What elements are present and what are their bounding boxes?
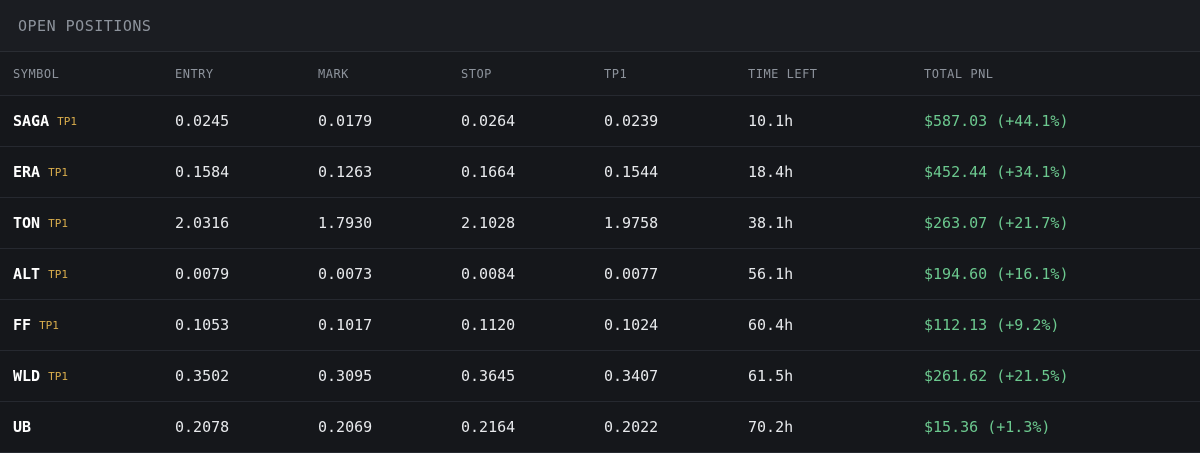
column-header: ENTRY [175,66,214,81]
column-header: TOTAL PNL [924,66,994,81]
position-row: FF TP1 0.1053 0.1017 0.1120 0.1024 60.4h $112.1… [0,300,1200,351]
value-cell: 0.1664 [461,163,516,181]
value-cell: 2.1028 [461,214,516,232]
tp-badge: TP1 [57,114,77,128]
tp-badge: TP1 [39,318,59,332]
position-row: UB 0.2078 0.2069 0.2164 0.2022 70.2h $15.36 (+… [0,402,1200,453]
tp-badge: TP1 [48,369,68,383]
symbol-cell: UB [13,402,31,452]
position-row: ERA TP1 0.1584 0.1263 0.1664 0.1544 18.4h $452.… [0,147,1200,198]
value-cell: 0.3095 [318,367,373,385]
tp-badge: TP1 [48,165,68,179]
value-cell: 0.2022 [604,418,659,436]
pnl-cell: $15.36 (+1.3%) [924,418,1051,436]
column-header: MARK [318,66,349,81]
column-header: TIME LEFT [748,66,818,81]
symbol-cell: SAGA TP1 [13,96,77,146]
position-row: WLD TP1 0.3502 0.3095 0.3645 0.3407 61.5h $261.… [0,351,1200,402]
pnl-cell: $261.62 (+21.5%) [924,367,1069,385]
value-cell: 0.0073 [318,265,373,283]
value-cell: 0.0239 [604,112,659,130]
position-row: TON TP1 2.0316 1.7930 2.1028 1.9758 38.1h $263.… [0,198,1200,249]
symbol: ALT [13,265,41,283]
column-header: STOP [461,66,492,81]
value-cell: 0.0245 [175,112,230,130]
value-cell: 0.0077 [604,265,659,283]
pnl-cell: $263.07 (+21.7%) [924,214,1069,232]
symbol: ERA [13,163,41,181]
column-header: SYMBOL [13,66,60,81]
symbol: TON [13,214,41,232]
value-cell: 0.1017 [318,316,373,334]
value-cell: 0.2164 [461,418,516,436]
panel-title: OPEN POSITIONS [0,0,1200,52]
value-cell: 0.1263 [318,163,373,181]
value-cell: 18.4h [748,163,794,181]
value-cell: 60.4h [748,316,794,334]
value-cell: 10.1h [748,112,794,130]
symbol: WLD [13,367,41,385]
symbol: UB [13,418,32,436]
value-cell: 0.2069 [318,418,373,436]
value-cell: 0.3407 [604,367,659,385]
value-cell: 0.3502 [175,367,230,385]
symbol-cell: WLD TP1 [13,351,68,401]
column-header: TP1 [604,66,628,81]
value-cell: 0.1584 [175,163,230,181]
value-cell: 38.1h [748,214,794,232]
value-cell: 0.1120 [461,316,516,334]
tp-badge: TP1 [48,267,68,281]
position-row: ALT TP1 0.0079 0.0073 0.0084 0.0077 56.1h $194.… [0,249,1200,300]
symbol-cell: FF TP1 [13,300,59,350]
position-row: SAGA TP1 0.0245 0.0179 0.0264 0.0239 10.1h $587… [0,96,1200,147]
value-cell: 0.0264 [461,112,516,130]
value-cell: 0.0084 [461,265,516,283]
value-cell: 61.5h [748,367,794,385]
value-cell: 0.1024 [604,316,659,334]
tp-badge: TP1 [48,216,68,230]
value-cell: 0.1544 [604,163,659,181]
symbol: FF [13,316,32,334]
symbol-cell: TON TP1 [13,198,68,248]
value-cell: 70.2h [748,418,794,436]
value-cell: 0.0179 [318,112,373,130]
symbol-cell: ERA TP1 [13,147,68,197]
symbol: SAGA [13,112,50,130]
value-cell: 0.1053 [175,316,230,334]
value-cell: 1.9758 [604,214,659,232]
pnl-cell: $452.44 (+34.1%) [924,163,1069,181]
value-cell: 56.1h [748,265,794,283]
pnl-cell: $587.03 (+44.1%) [924,112,1069,130]
value-cell: 0.3645 [461,367,516,385]
symbol-cell: ALT TP1 [13,249,68,299]
value-cell: 0.0079 [175,265,230,283]
value-cell: 0.2078 [175,418,230,436]
pnl-cell: $112.13 (+9.2%) [924,316,1060,334]
pnl-cell: $194.60 (+16.1%) [924,265,1069,283]
value-cell: 1.7930 [318,214,373,232]
header-row: SYMBOL ENTRY MARK STOP TP1 TIME LEFT TOTAL PNL [0,52,1200,96]
value-cell: 2.0316 [175,214,230,232]
